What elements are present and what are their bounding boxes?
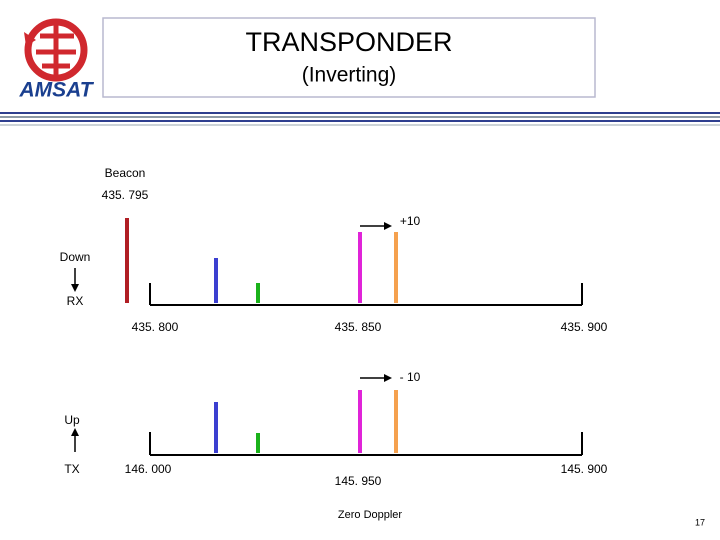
title: TRANSPONDER — [245, 27, 452, 57]
logo-arrow — [24, 32, 36, 46]
tick-label: 435. 800 — [132, 320, 179, 334]
uplink-spectrum — [149, 374, 583, 456]
tick-label: 146. 000 — [125, 462, 172, 476]
link-label: TX — [64, 462, 79, 476]
down-arrow — [71, 268, 79, 292]
downlink-spectrum — [149, 222, 583, 306]
tick-label: 435. 900 — [561, 320, 608, 334]
page-number: 17 — [695, 517, 705, 527]
logo-text: AMSAT — [18, 79, 94, 102]
note: Zero Doppler — [338, 509, 403, 521]
tick-label: 435. 850 — [335, 320, 382, 334]
tick-label: 145. 950 — [335, 474, 382, 488]
direction-label: Up — [64, 413, 80, 427]
up-arrow — [71, 428, 79, 452]
tick-label: 145. 900 — [561, 462, 608, 476]
shift-label: - 10 — [400, 370, 421, 384]
beacon-freq: 435. 795 — [102, 188, 149, 202]
logo: AMSAT — [18, 18, 95, 102]
logo-grid — [36, 24, 76, 78]
shift-label: +10 — [400, 214, 421, 228]
direction-label: Down — [60, 250, 91, 264]
header-stripes — [0, 112, 720, 126]
title-box — [102, 17, 596, 98]
link-label: RX — [67, 294, 84, 308]
subtitle: (Inverting) — [302, 64, 397, 87]
beacon-label: Beacon — [105, 166, 146, 180]
